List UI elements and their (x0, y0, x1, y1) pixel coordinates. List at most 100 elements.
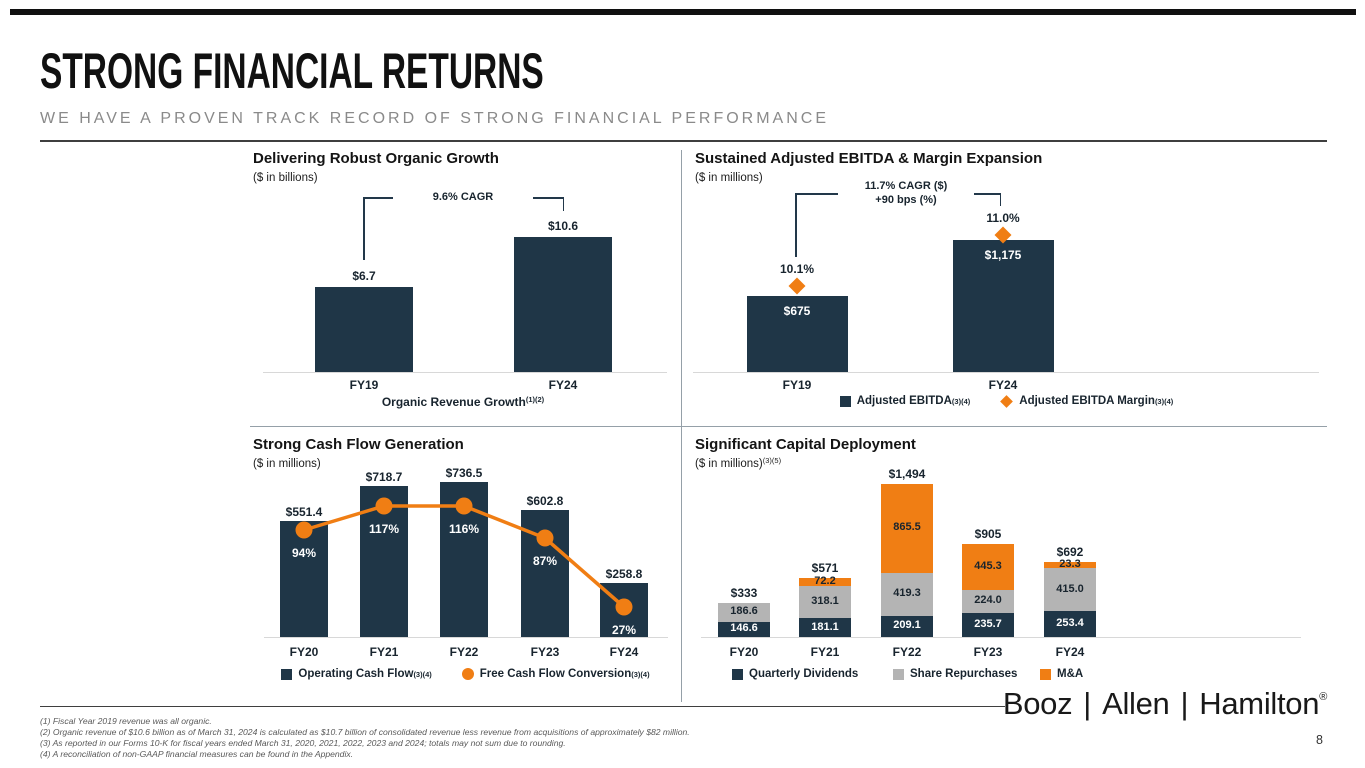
segment-value-label: 209.1 (893, 619, 921, 632)
cagr-bracket-line (562, 197, 564, 211)
chart-capital-deployment: Significant Capital Deployment ($ in mil… (681, 426, 1332, 706)
x-axis-label: FY21 (810, 645, 840, 659)
total-value-label: $905 (974, 527, 1002, 542)
legend-item: Quarterly Dividends (732, 668, 858, 680)
x-axis-label: FY22 (892, 645, 922, 659)
chart-unit-text: ($ in millions) (695, 172, 763, 184)
chart-unit: ($ in millions)(3)(5) (695, 456, 916, 470)
chart-title: Delivering Robust Organic Growth (253, 150, 499, 167)
bar-FY23 (521, 510, 569, 637)
total-value-label: $333 (730, 585, 758, 600)
segment-value-label: 445.3 (974, 560, 1002, 573)
chart-legend: Operating Cash Flow (3)(4) Free Cash Flow … (250, 668, 681, 680)
segment-quarterly-dividends-FY22 (881, 615, 933, 637)
chart-title: Strong Cash Flow Generation (253, 436, 464, 453)
header-divider (40, 140, 1327, 142)
chart-plot-area: 146.6 186.6 $333 FY20 181.1 318.1 72.2 $571 FY21… (681, 426, 1332, 706)
segment-value-label: 181.1 (811, 620, 839, 633)
x-axis-label: FY20 (289, 645, 319, 659)
x-axis-title-text: Organic Revenue Growth (381, 395, 526, 409)
segment-quarterly-dividends-FY24 (1044, 611, 1096, 637)
segment-value-label: 415.0 (1056, 582, 1084, 595)
cagr-label-line1: 11.7% CAGR ($) (864, 180, 948, 192)
bar-value-label: $10.6 (547, 219, 579, 233)
segment-value-label: 419.3 (893, 587, 921, 600)
segment-share-repurchases-FY21 (799, 585, 851, 619)
segment-value-label: 146.6 (730, 622, 758, 635)
footer-divider (40, 706, 1005, 708)
chart-unit: ($ in billions) (253, 170, 499, 184)
chart-header: Delivering Robust Organic Growth ($ in b… (253, 150, 499, 184)
segment-value-label: 865.5 (893, 521, 921, 534)
chart-title: Sustained Adjusted EBITDA & Margin Expan… (695, 150, 1043, 167)
cagr-bracket-line (795, 193, 797, 257)
cagr-bracket-line (999, 193, 1001, 206)
legend-item: M&A (1040, 668, 1083, 680)
x-axis-title-sup: (1)(2) (525, 395, 545, 404)
chart-organic-growth: Delivering Robust Organic Growth ($ in b… (250, 148, 681, 426)
chart-unit-text: ($ in millions) (695, 458, 763, 470)
conversion-pct-label: 27% (611, 623, 637, 637)
chart-unit-sup: (3)(5) (762, 456, 782, 465)
legend-label: Adjusted EBITDA (856, 395, 952, 407)
conversion-pct-label: 117% (368, 522, 400, 536)
segment-value-label: 224.0 (974, 594, 1002, 607)
chart-ebitda-margin: Sustained Adjusted EBITDA & Margin Expan… (681, 148, 1332, 426)
segment-m-a-FY21 (799, 578, 851, 586)
segment-share-repurchases-FY24 (1044, 568, 1096, 612)
segment-share-repurchases-FY22 (881, 572, 933, 616)
segment-quarterly-dividends-FY21 (799, 618, 851, 637)
legend-label: M&A (1057, 668, 1084, 680)
conversion-pct-label: 116% (448, 522, 480, 536)
x-axis-label: FY23 (973, 645, 1003, 659)
legend-item: Adjusted EBITDA Margin (3)(4) (1000, 394, 1173, 408)
chart-cash-flow: Strong Cash Flow Generation ($ in millio… (250, 426, 681, 706)
bar-value-label: $1,175 (984, 248, 1022, 262)
bar-value-label: $258.8 (605, 567, 643, 581)
x-axis-label: FY19 (782, 378, 812, 392)
logo-separator: | (1083, 686, 1092, 721)
x-axis-label: FY24 (1055, 645, 1085, 659)
bar-value-label: $6.7 (352, 269, 376, 283)
margin-diamond-marker (788, 277, 806, 295)
footnote-2: (2) Organic revenue of $10.6 billion as … (40, 727, 690, 737)
page-subtitle: WE HAVE A PROVEN TRACK RECORD OF STRONG … (40, 110, 830, 127)
x-axis-label: FY22 (449, 645, 479, 659)
x-axis-label: FY24 (548, 378, 578, 392)
conversion-pct-label: 87% (532, 554, 558, 568)
legend-label: Free Cash Flow Conversion (479, 668, 632, 680)
x-axis-line (264, 637, 668, 638)
segment-value-label: 253.4 (1056, 617, 1084, 629)
bar-FY22 (440, 482, 488, 637)
bar-value-label: $602.8 (526, 494, 564, 508)
chart-unit-text: ($ in billions) (253, 172, 318, 184)
bar-FY19 (315, 287, 413, 372)
segment-m-a-FY24 (1044, 562, 1096, 569)
cagr-bracket-line (363, 197, 365, 260)
legend-label-sup: (3)(4) (413, 669, 432, 679)
segment-m-a-FY23 (962, 544, 1014, 590)
segment-m-a-FY22 (881, 483, 933, 573)
logo-word-booz: Booz (1002, 686, 1073, 721)
legend-item: Share Repurchases (893, 668, 1017, 680)
bar-FY21 (360, 486, 408, 637)
bar-value-label: $718.7 (365, 470, 403, 484)
x-axis-label: FY23 (530, 645, 560, 659)
chart-plot-area: $6.7 FY19 $10.6 FY24 (250, 148, 681, 426)
x-axis-label: FY19 (349, 378, 379, 392)
logo-word-hamilton: Hamilton (1199, 686, 1320, 721)
legend-circle-marker (461, 668, 474, 680)
x-axis-line (263, 372, 667, 373)
bar-FY20 (280, 521, 328, 637)
legend-label: Adjusted EBITDA Margin (1019, 395, 1155, 407)
x-axis-label: FY24 (988, 378, 1018, 392)
cagr-label-line2: +90 bps (%) (875, 194, 937, 206)
segment-value-label: 72.2 (814, 575, 836, 588)
legend-label: Share Repurchases (910, 668, 1018, 680)
legend-square-marker (839, 395, 851, 407)
bar-FY24 (952, 240, 1054, 372)
footnote-1: (1) Fiscal Year 2019 revenue was all org… (40, 716, 212, 726)
chart-unit: ($ in millions) (253, 456, 464, 470)
logo-separator: | (1180, 686, 1189, 721)
